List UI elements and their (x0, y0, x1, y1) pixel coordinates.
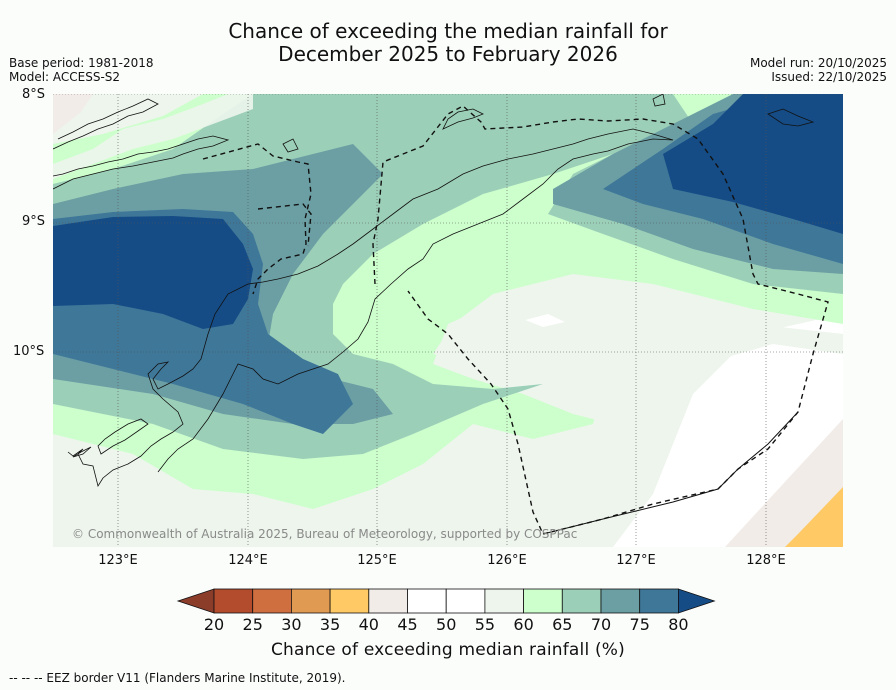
lat-label-8s: 8°S (22, 87, 46, 102)
colorbar-cell-40-45 (368, 588, 408, 614)
lon-label-124e: 124°E (228, 553, 268, 568)
title-line-2: December 2025 to February 2026 (278, 42, 618, 66)
meta-right: Model run: 20/10/2025 Issued: 22/10/2025 (750, 56, 887, 84)
white-spot (525, 314, 565, 327)
band-white-north (53, 94, 253, 179)
lon-label-127e: 127°E (616, 553, 656, 568)
gridlines (53, 94, 843, 547)
colorbar-extend-low (176, 588, 215, 614)
colorbar-cell-70-75 (600, 588, 641, 614)
lon-label-128e: 128°E (746, 553, 786, 568)
lon-label-126e: 126°E (487, 553, 527, 568)
rainfall-map (53, 94, 843, 547)
colorbar-tick-20: 20 (203, 615, 225, 634)
lat-label-10s: 10°S (13, 344, 45, 359)
colorbar-tick-45: 45 (397, 615, 418, 634)
model-run: Model run: 20/10/2025 (749, 56, 887, 70)
eez-legend-note: -- -- -- EEZ border V11 (Flanders Marine… (9, 671, 346, 685)
colorbar-cell-45-50 (407, 588, 447, 614)
lon-label-125e: 125°E (357, 553, 397, 568)
band-80-plus-ne (663, 94, 843, 234)
base-period: Base period: 1981-2018 (9, 56, 154, 70)
colorbar-cell-65-70 (561, 588, 602, 614)
band-40-45 (725, 419, 843, 547)
colorbar-tick-35: 35 (319, 615, 341, 634)
copyright-notice: © Commonwealth of Australia 2025, Bureau… (72, 527, 578, 541)
colorbar-tick-25: 25 (242, 615, 263, 634)
meta-left: Base period: 1981-2018 Model: ACCESS-S2 (9, 56, 154, 84)
band-80-plus (53, 216, 253, 329)
title-line-1: Chance of exceeding the median rainfall … (228, 19, 668, 43)
colorbar (176, 588, 716, 614)
colorbar-cell-30-35 (291, 588, 331, 614)
lon-label-123e: 123°E (98, 553, 138, 568)
colorbar-cell-50-55 (445, 588, 486, 614)
colorbar-tick-30: 30 (281, 615, 302, 634)
chart-title: Chance of exceeding the median rainfall … (0, 20, 896, 66)
colorbar-tick-75: 75 (629, 615, 650, 634)
colorbar-cell-35-40 (329, 588, 370, 614)
colorbar-extend-high (677, 588, 716, 614)
eez-border (202, 143, 312, 295)
colorbar-label: Chance of exceeding median rainfall (%) (270, 640, 625, 660)
australia-coast-line (542, 411, 799, 535)
colorbar-tick-60: 60 (513, 615, 534, 634)
colorbar-tick-70: 70 (590, 615, 612, 634)
colorbar-cell-20-25 (213, 588, 254, 614)
model-name: Model: ACCESS-S2 (9, 70, 121, 84)
colorbar-cell-55-60 (484, 588, 524, 614)
issued-date: Issued: 22/10/2025 (771, 70, 887, 84)
colorbar-tick-80: 80 (668, 615, 689, 634)
colorbar-tick-55: 55 (474, 615, 496, 634)
colorbar-cell-75-80 (639, 588, 679, 614)
lat-label-9s: 9°S (22, 214, 46, 229)
coastlines (53, 94, 815, 488)
colorbar-cell-25-30 (252, 588, 292, 614)
colorbar-tick-65: 65 (552, 615, 573, 634)
eez-border-2 (257, 105, 829, 535)
colorbar-cell-60-65 (523, 588, 563, 614)
colorbar-tick-50: 50 (436, 615, 457, 634)
band-35-40 (785, 487, 843, 547)
colorbar-tick-40: 40 (358, 615, 379, 634)
band-white-nw (53, 94, 93, 134)
